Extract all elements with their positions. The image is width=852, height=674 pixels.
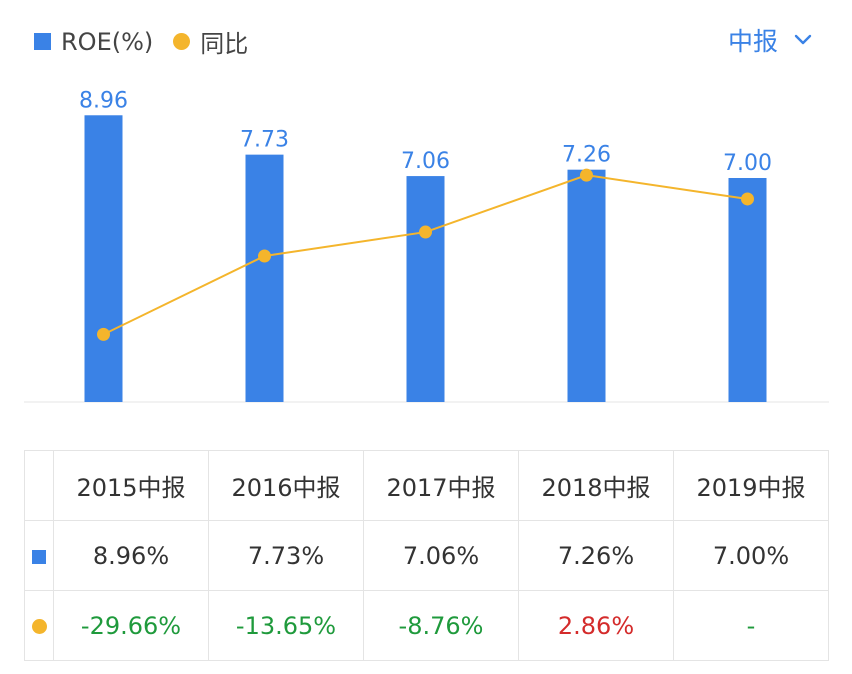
bar-series — [84, 115, 767, 402]
table-cell: 8.96% — [53, 520, 209, 591]
roe-bar-label: 8.96 — [79, 88, 128, 113]
yoy-row-marker — [24, 590, 54, 661]
table-cell: 2.86% — [518, 590, 674, 661]
table-header-cell: 2018中报 — [518, 450, 674, 521]
table-header-cell: 2016中报 — [208, 450, 364, 521]
chevron-down-icon — [794, 34, 812, 45]
period-selector-label: 中报 — [727, 27, 778, 56]
yoy-dot-icon — [31, 618, 47, 634]
yoy-point — [419, 225, 432, 239]
yoy-point — [258, 249, 271, 263]
roe-bar-label: 7.26 — [562, 143, 611, 168]
table-header-cell: 2015中报 — [53, 450, 209, 521]
table-cell: -13.65% — [208, 590, 364, 661]
roe-legend-label: ROE(%) — [61, 27, 154, 56]
yoy-legend-label: 同比 — [200, 30, 249, 58]
table-cell: -29.66% — [53, 590, 209, 661]
table-cell: 7.26% — [518, 520, 674, 591]
table-header-cell: 2017中报 — [363, 450, 519, 521]
roe-bar — [84, 115, 123, 402]
table-cell: 7.73% — [208, 520, 364, 591]
table-cell: 7.06% — [363, 520, 519, 591]
roe-bar — [406, 176, 445, 402]
table-cell: 7.00% — [673, 520, 829, 591]
roe-row-marker — [24, 520, 54, 591]
yoy-point — [741, 192, 754, 206]
yoy-legend-swatch — [173, 33, 191, 50]
table-row-yoy: -29.66% -13.65% -8.76% 2.86% - — [24, 590, 829, 661]
chart-legend: ROE(%) 同比 — [34, 24, 248, 59]
table-row-roe: 8.96% 7.73% 7.06% 7.26% 7.00% — [24, 520, 829, 591]
roe-bar-label: 7.06 — [401, 149, 450, 174]
table-cell: -8.76% — [363, 590, 519, 661]
roe-legend-swatch — [34, 33, 51, 50]
table-header-cell: 2019中报 — [673, 450, 829, 521]
roe-bar — [567, 169, 606, 402]
data-table: 2015中报 2016中报 2017中报 2018中报 2019中报 8.96%… — [24, 450, 829, 661]
roe-bar-label: 7.00 — [723, 151, 772, 176]
roe-bar — [245, 154, 284, 402]
yoy-point — [580, 168, 593, 182]
table-header-row: 2015中报 2016中报 2017中报 2018中报 2019中报 — [24, 450, 829, 521]
period-selector[interactable]: 中报 — [728, 22, 812, 58]
roe-square-icon — [32, 549, 46, 564]
table-cell: - — [673, 590, 829, 661]
table-corner-cell — [24, 450, 54, 521]
bar-label-group: 8.96 7.73 7.06 7.26 7.00 — [79, 88, 772, 176]
roe-bar-label: 7.73 — [240, 128, 289, 153]
yoy-point-group — [97, 168, 754, 341]
roe-bar — [728, 178, 767, 402]
yoy-point — [97, 327, 110, 341]
roe-chart: 8.96 7.73 7.06 7.26 7.00 — [24, 88, 829, 403]
